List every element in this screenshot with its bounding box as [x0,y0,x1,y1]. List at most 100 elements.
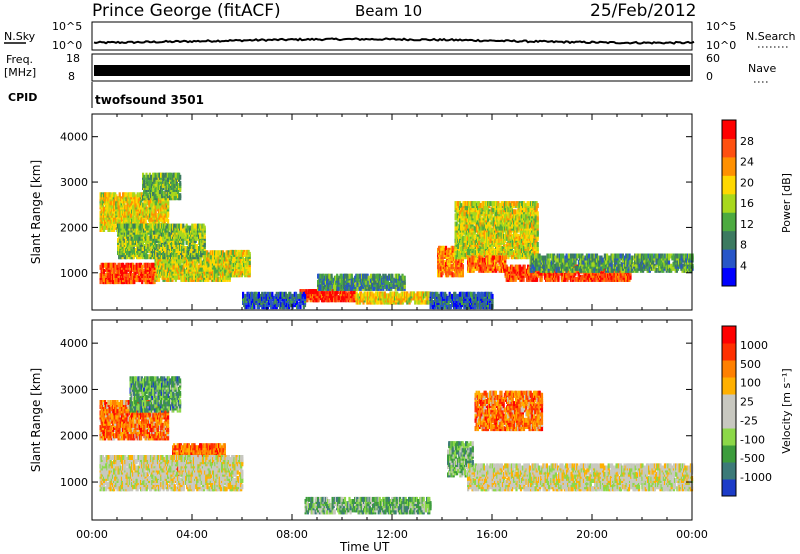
power-cell [123,196,126,202]
power-cell [151,262,154,268]
power-cell [177,246,180,251]
power-cell [123,273,126,278]
power-cell [155,262,158,268]
power-cell [109,262,112,268]
power-cell [191,252,194,258]
power-cell [236,262,239,268]
power-cell [160,262,163,268]
power-cell [180,223,183,229]
power-cell [201,272,204,278]
power-cell [164,204,167,210]
power-cell [132,239,135,245]
power-cell [141,223,144,229]
power-cell [210,254,213,260]
power-cell [230,264,233,270]
power-cell [179,260,182,266]
power-cell [155,227,158,233]
power-cell [164,268,167,274]
power-cell [188,276,191,282]
nsky-tick-low: 10^0 [52,39,82,52]
power-cell [164,223,167,229]
power-cell [208,266,211,272]
power-cell [141,264,144,270]
power-cell [230,256,233,261]
power-cell [136,192,139,198]
power-cell [155,233,158,239]
freq-nave-bar [94,65,690,76]
power-cell [147,180,150,186]
power-cell [118,212,121,218]
nsearch-tick-low: 10^0 [706,39,736,52]
power-cell [137,233,140,239]
power-cell [403,275,406,281]
power-cell [223,252,226,258]
power-cell [127,262,130,268]
power-cell [168,223,171,229]
power-cell [186,246,189,251]
power-cell [132,248,135,254]
power-cell [137,223,140,229]
power-cell [118,204,121,210]
station-title: Prince George (fitACF) [92,1,281,21]
power-cell [123,210,126,216]
power-cell [141,246,144,251]
power-cell [230,272,233,278]
power-cell [171,178,174,184]
power-cell [179,180,182,186]
power-cell [150,223,153,229]
power-cell [114,218,117,224]
power-cell [236,270,239,276]
power-cell [155,250,158,256]
power-cell [173,223,176,229]
power-cell [152,185,155,190]
power-cell [164,258,167,264]
power-cell [147,174,150,180]
power-cell [200,233,203,239]
power-cell [141,229,144,235]
power-cell [195,248,198,254]
power-cell [118,192,121,198]
power-cell [100,266,103,272]
power-cell [248,251,251,257]
power-cell [153,229,156,235]
power-cell [166,193,169,199]
power-cell [157,172,160,178]
power-cell [100,227,103,232]
freq-tick-high: 18 [66,52,80,65]
power-cell [164,252,167,258]
power-cell [138,277,142,283]
power-cell [182,244,185,249]
power-cell [179,256,182,262]
power-cell [110,204,113,210]
power-cell [195,225,198,231]
power-cell [105,192,108,198]
power-cell [182,227,185,233]
power-cell [489,201,492,207]
power-cell [160,216,163,222]
power-cell [109,273,112,278]
power-cell [200,246,203,251]
power-cell [195,252,198,258]
power-cell [105,273,108,278]
power-cells [99,172,694,310]
power-cell [159,239,162,245]
power-cell [164,216,167,222]
power-cell [132,233,135,239]
power-cell [183,272,186,278]
power-cell [232,256,236,261]
nsky-tick-high: 10^5 [52,20,82,33]
power-cell [183,268,186,274]
power-cell [155,223,158,229]
power-cell [123,220,126,226]
power-cell [114,273,117,278]
power-cell [164,227,167,233]
power-cell [125,192,128,198]
power-cell [117,277,120,283]
power-cell [133,216,136,222]
power-cell [171,174,174,180]
power-cell [164,248,167,254]
power-cell [146,273,149,278]
power-cell [200,239,203,245]
power-cell [132,254,135,260]
